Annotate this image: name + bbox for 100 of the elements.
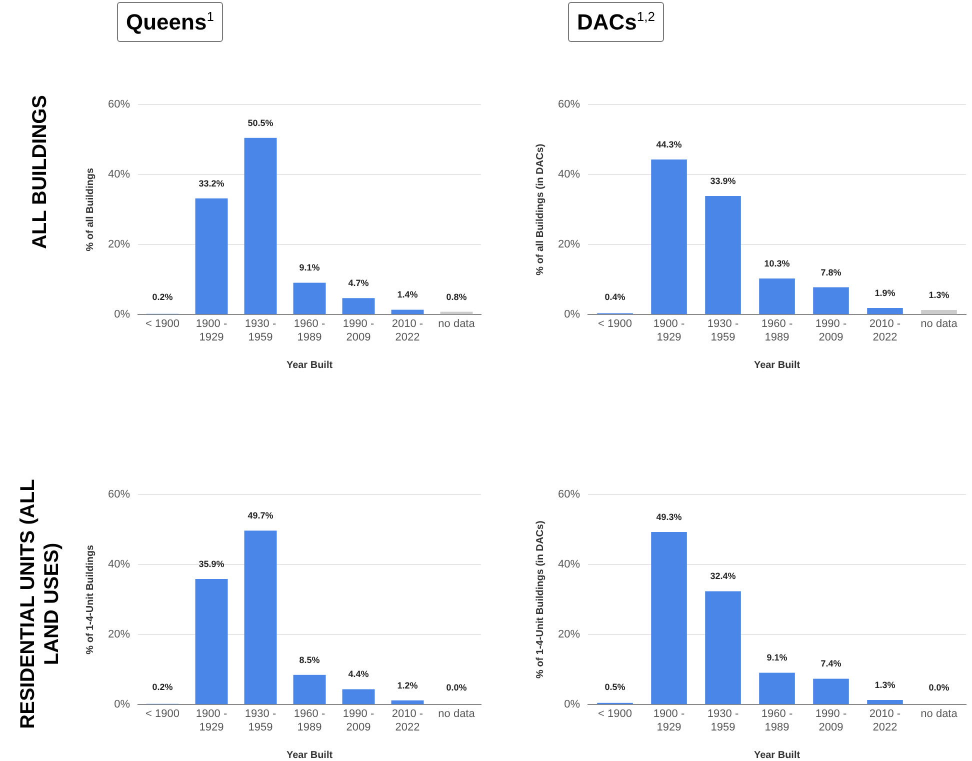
y-tick-label: 20% <box>558 628 580 641</box>
data-label: 0.8% <box>446 292 467 302</box>
data-label: 49.3% <box>656 512 682 522</box>
y-tick-label: 0% <box>564 698 580 711</box>
y-tick-label: 20% <box>108 238 130 251</box>
data-label: 0.4% <box>604 292 626 302</box>
bar <box>342 689 375 704</box>
data-label: 49.7% <box>248 510 274 521</box>
x-tick-label: 1900 - 1929 <box>196 708 228 734</box>
x-tick-label: 1960 - 1989 <box>761 708 793 734</box>
data-label: 50.5% <box>248 118 274 128</box>
x-axis-title: Year Built <box>754 750 801 761</box>
data-label: 0.0% <box>446 682 467 693</box>
x-tick-label: < 1900 <box>598 318 632 330</box>
data-label: 4.4% <box>348 669 369 680</box>
y-tick-label: 40% <box>558 558 580 571</box>
data-label: 1.9% <box>874 288 896 298</box>
y-tick-label: 60% <box>558 488 580 501</box>
data-label: 7.4% <box>820 658 842 669</box>
bar <box>759 278 795 314</box>
y-tick-label: 0% <box>114 308 130 321</box>
x-tick-label: 1930 - 1959 <box>244 708 276 734</box>
y-axis-title: % of all Buildings (in DACs) <box>534 144 546 276</box>
data-label: 33.2% <box>198 178 224 188</box>
text: RESIDENTIAL UNITS (ALL LAND USES) <box>16 478 64 731</box>
bar <box>813 678 849 704</box>
bar <box>651 532 687 704</box>
bar <box>391 700 424 704</box>
x-tick-label: 1960 - 1989 <box>761 318 793 344</box>
bar <box>293 282 326 314</box>
x-tick-label: < 1900 <box>598 708 632 720</box>
bar <box>342 298 375 314</box>
y-axis-title: % of 1-4-Unit Buildings <box>84 544 96 654</box>
chart-title: DACs$^{1,2}$ <box>568 2 664 42</box>
bar <box>867 308 903 314</box>
data-label: 1.3% <box>874 680 896 690</box>
y-axis-title: % of 1-4-Unit Buildings (in DACs) <box>534 520 546 678</box>
data-label: 0.5% <box>604 682 626 692</box>
x-tick-label: 1930 - 1959 <box>707 708 739 734</box>
x-tick-label: 2010 - 2022 <box>869 708 901 734</box>
y-tick-label: 0% <box>564 308 580 321</box>
data-label: 9.1% <box>766 652 788 663</box>
x-axis-title: Year Built <box>754 360 801 371</box>
bar <box>705 196 741 314</box>
bar <box>244 138 277 314</box>
text: ALL BUILDINGS <box>28 94 52 252</box>
x-axis-title: Year Built <box>286 360 334 371</box>
y-tick-label: 60% <box>558 98 580 111</box>
x-tick-label: 2010 - 2022 <box>392 318 424 344</box>
y-tick-label: 20% <box>108 628 130 641</box>
x-tick-label: 1990 - 2009 <box>815 708 847 734</box>
data-label: 1.4% <box>397 290 418 300</box>
data-label: 32.4% <box>710 571 736 582</box>
data-label: 1.3% <box>928 290 950 300</box>
y-axis-title: % of all Buildings <box>84 168 96 252</box>
bar <box>391 310 424 314</box>
bar <box>705 591 741 704</box>
y-tick-label: 40% <box>558 168 580 181</box>
y-tick-label: 40% <box>108 168 130 181</box>
y-tick-label: 0% <box>114 698 130 711</box>
x-tick-label: 1900 - 1929 <box>653 708 685 734</box>
data-label: 4.7% <box>348 278 369 288</box>
x-tick-label: no data <box>438 318 476 330</box>
data-label: 0.2% <box>152 292 173 302</box>
data-label: 0.2% <box>152 682 173 692</box>
data-label: 7.8% <box>820 267 842 278</box>
chart-title: Queens$^{1}$ <box>117 2 223 42</box>
x-tick-label: 1960 - 1989 <box>294 318 326 344</box>
x-tick-label: 2010 - 2022 <box>869 318 901 344</box>
bar <box>293 674 326 704</box>
data-label: 33.9% <box>710 176 736 186</box>
x-tick-label: 1900 - 1929 <box>653 318 685 344</box>
x-tick-label: < 1900 <box>146 708 180 720</box>
x-tick-label: 1930 - 1959 <box>707 318 739 344</box>
x-tick-label: 1960 - 1989 <box>294 708 326 734</box>
data-label: 44.3% <box>656 140 682 150</box>
bar <box>867 700 903 704</box>
y-tick-label: 40% <box>108 558 130 571</box>
x-tick-label: 1990 - 2009 <box>815 318 847 344</box>
bar <box>244 530 277 704</box>
x-tick-label: 1900 - 1929 <box>196 318 228 344</box>
y-tick-label: 20% <box>558 238 580 251</box>
bar <box>195 198 228 314</box>
x-tick-label: no data <box>438 708 476 720</box>
data-label: 10.3% <box>764 258 790 269</box>
x-tick-label: 1930 - 1959 <box>244 318 276 344</box>
x-tick-label: 2010 - 2022 <box>392 708 424 734</box>
bar <box>759 672 795 704</box>
x-tick-label: no data <box>920 708 958 720</box>
bar <box>651 160 687 314</box>
x-tick-label: 1990 - 2009 <box>342 708 374 734</box>
data-label: 35.9% <box>198 558 224 569</box>
x-tick-label: < 1900 <box>146 318 180 330</box>
data-label: 9.1% <box>299 262 320 273</box>
bar <box>921 310 957 314</box>
data-label: 1.2% <box>397 680 418 690</box>
x-axis-title: Year Built <box>286 750 334 761</box>
x-tick-label: 1990 - 2009 <box>342 318 374 344</box>
x-tick-label: no data <box>920 318 958 330</box>
y-tick-label: 60% <box>108 488 130 501</box>
